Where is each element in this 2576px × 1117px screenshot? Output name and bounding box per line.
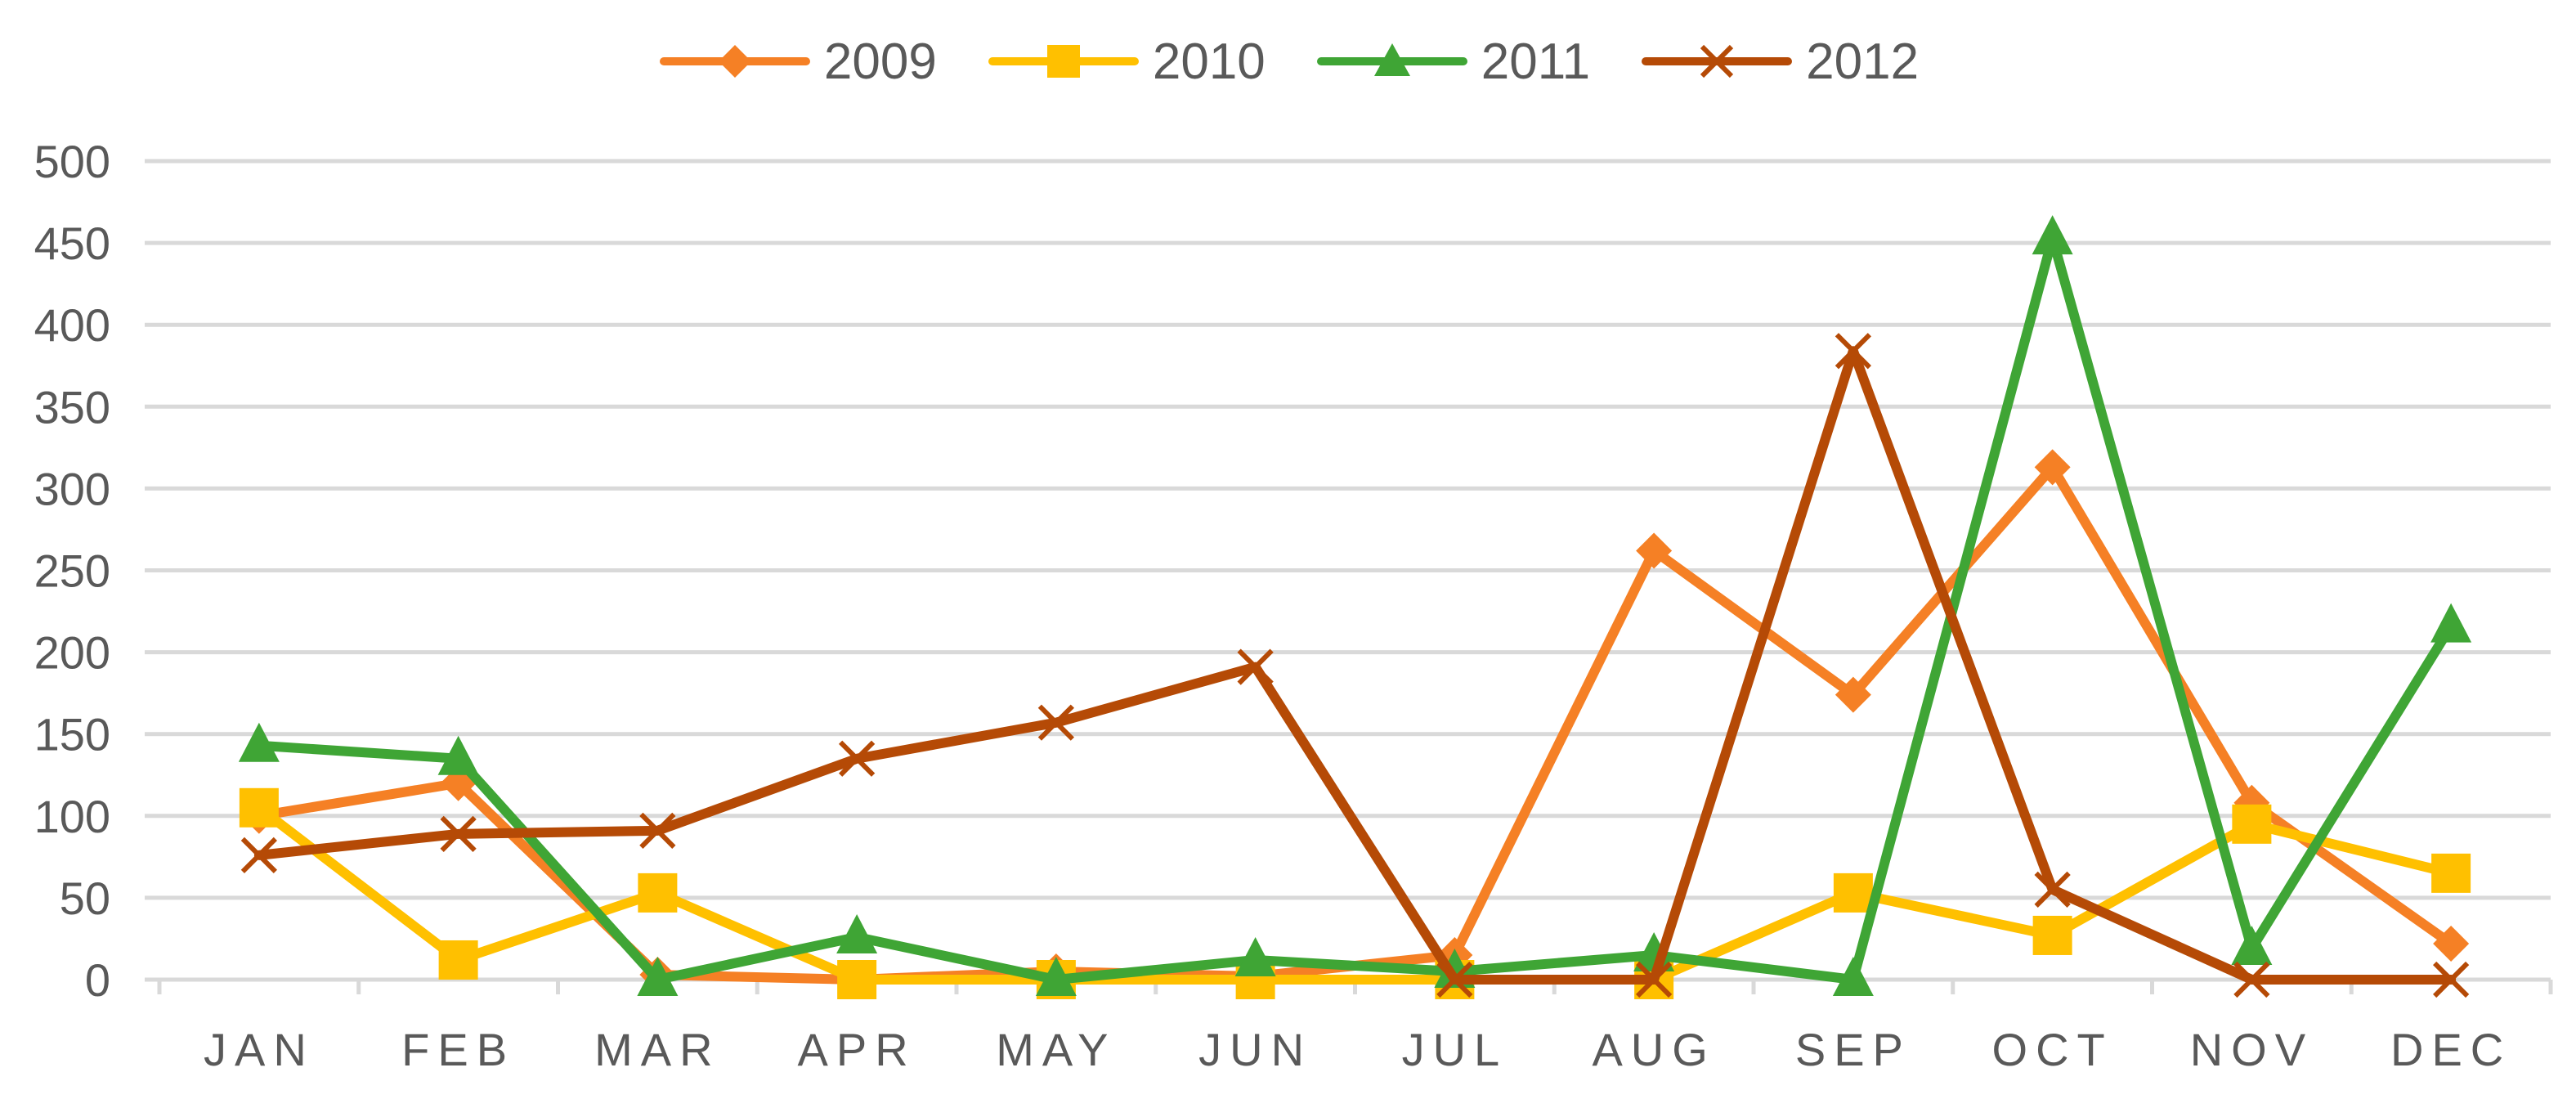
data-point-2009-aug: [1636, 532, 1673, 569]
data-point-2012-dec: [2433, 961, 2470, 998]
data-point-2012-oct: [2034, 871, 2071, 908]
data-point-2012-jun: [1237, 648, 1274, 685]
y-tick-label: 450: [34, 218, 110, 269]
data-point-2010-feb: [438, 940, 478, 980]
legend-item-2012[interactable]: 2012: [1639, 33, 1919, 91]
data-point-2012-aug: [1636, 961, 1673, 998]
series-line-2010: [253, 802, 2457, 985]
data-point-2009-sep: [1835, 676, 1871, 713]
x-tick-label: AUG: [1592, 1024, 1715, 1075]
y-tick-label: 400: [34, 299, 110, 351]
data-point-2012-mar: [639, 812, 676, 849]
x-tick-label: DEC: [2390, 1024, 2511, 1075]
series-line-2012: [253, 346, 2457, 985]
x-axis: JAN FEB MAR APR MAY JUN JUL AUG SEP OCT NOV DEC: [157, 980, 2553, 1075]
y-tick-label: 100: [34, 791, 110, 842]
y-tick-label: 150: [34, 709, 110, 760]
data-point-2010-apr: [837, 960, 877, 999]
data-point-2011-feb: [437, 735, 479, 775]
series-line-2011: [253, 233, 2457, 985]
legend-label-2011: 2011: [1481, 33, 1591, 90]
data-point-2009-dec: [2433, 925, 2470, 962]
legend-item-2010[interactable]: 2010: [986, 33, 1266, 91]
legend-item-2011[interactable]: 2011: [1315, 33, 1590, 91]
series-2011: [238, 215, 2472, 996]
data-point-2011-oct: [2032, 215, 2073, 255]
x-tick-label: JAN: [204, 1024, 315, 1075]
data-point-2012-jul: [1436, 961, 1473, 998]
data-point-2012-jan: [240, 837, 277, 873]
legend-label-2012: 2012: [1806, 33, 1920, 90]
legend-marker-2012: [1642, 44, 1793, 79]
y-tick-label: 300: [34, 463, 110, 514]
x-tick-label: APR: [798, 1024, 916, 1075]
data-point-2010-jan: [239, 787, 279, 828]
series-layer: [238, 215, 2472, 999]
legend-marker-2009: [659, 45, 810, 78]
y-tick-label: 350: [34, 381, 110, 433]
x-tick-label: JUL: [1402, 1024, 1508, 1075]
y-tick-label: 200: [34, 627, 110, 679]
data-point-2010-oct: [2032, 915, 2072, 955]
data-point-2010-sep: [1833, 873, 1873, 913]
y-tick-label: 0: [85, 954, 110, 1006]
data-point-2010-nov: [2232, 804, 2272, 844]
data-point-2012-may: [1037, 704, 1075, 741]
x-tick-label: SEP: [1795, 1024, 1911, 1075]
data-point-2011-jan: [238, 722, 280, 762]
data-point-2012-sep: [1835, 333, 1872, 370]
y-tick-label: 250: [34, 545, 110, 597]
data-point-2011-mar: [637, 957, 679, 996]
x-tick-label: FEB: [401, 1024, 515, 1075]
legend-label-2010: 2010: [1152, 33, 1266, 90]
y-axis: 0 50 100 150 200 250 300 350 400 450 500: [34, 136, 110, 1006]
x-tick-label: MAR: [594, 1024, 720, 1075]
legend: 2009 2010 2011 2012: [0, 25, 2576, 98]
legend-marker-2011: [1316, 43, 1467, 76]
legend-label-2009: 2009: [823, 33, 937, 90]
data-point-2011-may: [1035, 957, 1077, 996]
legend-marker-2010: [988, 45, 1139, 78]
y-tick-label: 500: [34, 136, 110, 187]
x-tick-label: OCT: [1992, 1024, 2113, 1075]
data-point-2011-sep: [1832, 957, 1874, 996]
legend-item-2009[interactable]: 2009: [657, 33, 937, 91]
data-point-2012-feb: [440, 815, 477, 852]
x-tick-label: NOV: [2190, 1024, 2314, 1075]
y-tick-label: 50: [60, 873, 110, 924]
data-point-2010-dec: [2431, 853, 2471, 893]
data-point-2012-apr: [839, 740, 876, 777]
data-point-2011-nov: [2231, 925, 2273, 965]
series-2012: [240, 333, 2470, 998]
data-point-2012-nov: [2233, 961, 2270, 998]
x-tick-label: MAY: [996, 1024, 1116, 1075]
data-point-2009-oct: [2034, 449, 2071, 486]
data-point-2011-dec: [2430, 603, 2472, 643]
data-point-2011-apr: [836, 913, 878, 953]
data-point-2010-mar: [638, 873, 678, 913]
data-point-2011-jun: [1234, 936, 1276, 976]
x-tick-label: JUN: [1198, 1024, 1312, 1075]
